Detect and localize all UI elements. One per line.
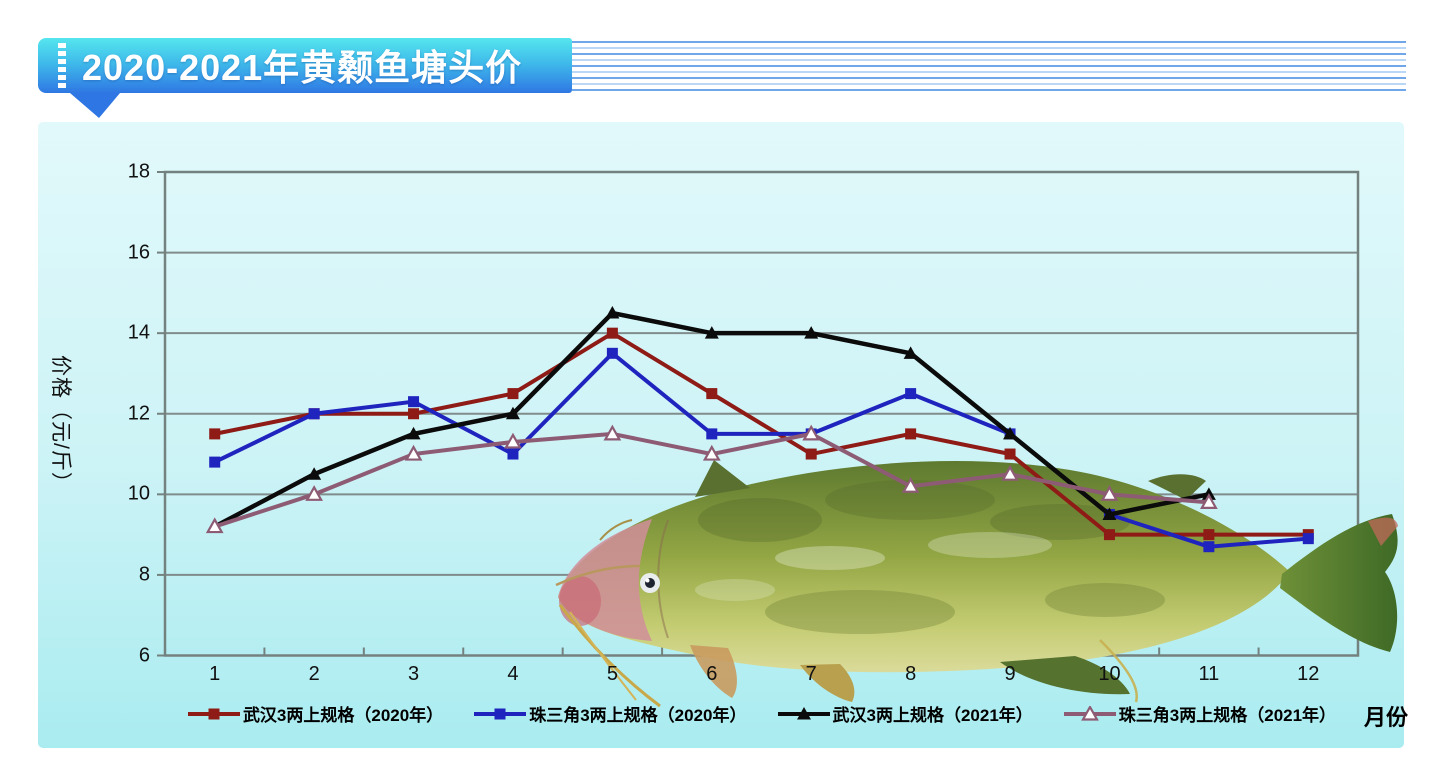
legend-marker-square <box>187 708 240 719</box>
x-tick-label: 6 <box>706 663 718 685</box>
chart-legend: 武汉3两上规格（2020年） 珠三角3两上规格（2020年） 武汉3两上规格（202… <box>165 701 1358 726</box>
y-tick-label: 18 <box>127 160 150 183</box>
x-tick-label: 9 <box>1004 663 1016 685</box>
legend-marker-triangle-open <box>1063 705 1116 721</box>
x-tick-label: 11 <box>1198 663 1220 685</box>
series-珠三角3两上规格（2021年） <box>205 424 1218 534</box>
x-tick-label: 1 <box>209 663 221 685</box>
y-tick-label: 14 <box>127 321 150 344</box>
x-axis-title: 月份 <box>1364 705 1409 730</box>
x-tick-label: 12 <box>1297 663 1320 685</box>
header-pinstripes-decoration <box>572 41 1406 91</box>
page-title: 2020-2021年黄颡鱼塘头价 <box>82 46 523 88</box>
x-tick-label: 7 <box>805 663 817 685</box>
y-tick-label: 10 <box>127 482 150 505</box>
legend-marker-square <box>474 708 527 719</box>
legend-marker-triangle <box>777 706 830 719</box>
title-banner: 2020-2021年黄颡鱼塘头价 <box>38 38 572 93</box>
legend-label: 珠三角3两上规格（2021年） <box>1118 706 1337 725</box>
legend-item: 武汉3两上规格（2021年） <box>777 701 1033 726</box>
y-tick-label: 6 <box>138 644 150 666</box>
data-series-lines <box>205 306 1314 553</box>
x-tick-label: 2 <box>308 663 320 685</box>
series-武汉3两上规格（2021年） <box>207 306 1216 533</box>
x-tick-label: 5 <box>606 663 618 685</box>
legend-item: 武汉3两上规格（2020年） <box>187 701 443 726</box>
x-tick-label: 8 <box>905 663 917 685</box>
catfish-image <box>555 460 1398 708</box>
x-tick-label: 3 <box>407 663 420 685</box>
x-tick-label: 4 <box>507 663 519 685</box>
y-tick-label: 16 <box>127 241 150 264</box>
banner-dotted-line-icon <box>58 43 66 89</box>
y-tick-label: 12 <box>127 402 150 425</box>
y-tick-label: 8 <box>138 563 150 586</box>
legend-label: 武汉3两上规格（2021年） <box>832 706 1033 725</box>
legend-label: 珠三角3两上规格（2020年） <box>529 706 747 725</box>
legend-label: 武汉3两上规格（2020年） <box>242 706 444 725</box>
x-tick-label: 10 <box>1098 663 1121 685</box>
legend-item: 珠三角3两上规格（2021年） <box>1063 701 1336 726</box>
legend-item: 珠三角3两上规格（2020年） <box>473 701 747 726</box>
